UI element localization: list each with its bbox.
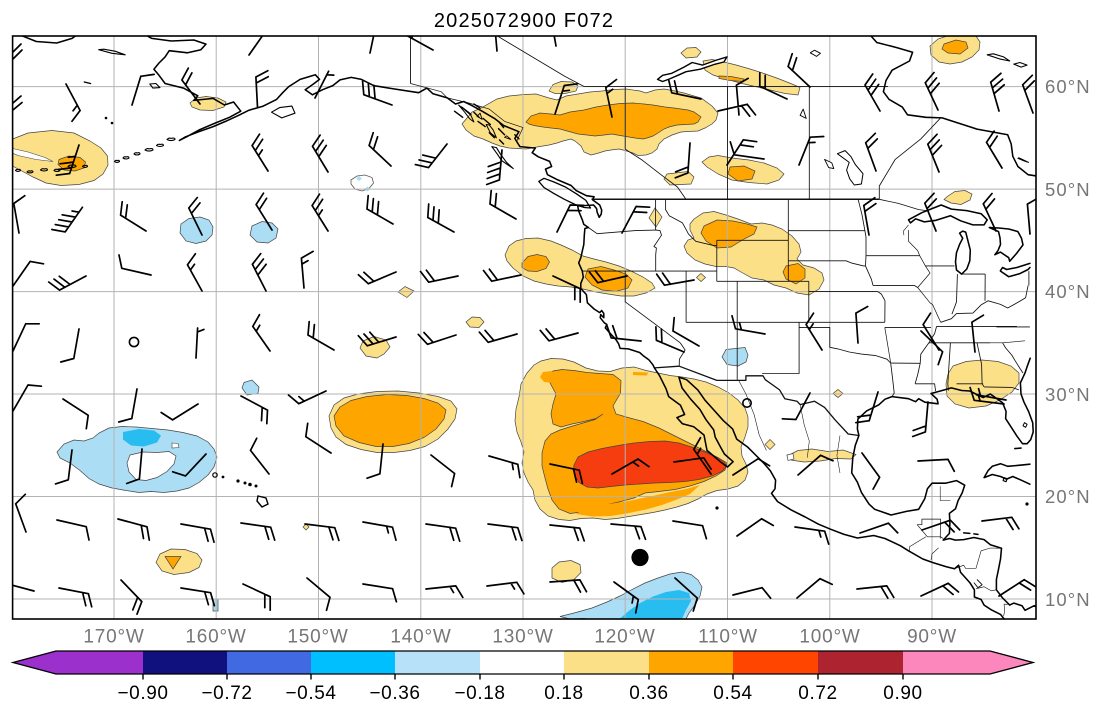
svg-text:0.72: 0.72	[798, 683, 837, 704]
svg-text:0.90: 0.90	[883, 683, 922, 704]
svg-text:140°W: 140°W	[390, 627, 451, 648]
svg-text:110°W: 110°W	[698, 627, 758, 648]
svg-text:0.54: 0.54	[713, 683, 752, 704]
svg-text:−0.72: −0.72	[201, 683, 252, 704]
svg-text:120°W: 120°W	[594, 627, 655, 648]
svg-text:170°W: 170°W	[83, 627, 144, 648]
svg-text:2025072900 F072: 2025072900 F072	[434, 10, 614, 32]
svg-text:−0.36: −0.36	[369, 683, 420, 704]
svg-text:150°W: 150°W	[287, 627, 348, 648]
svg-text:100°W: 100°W	[799, 627, 860, 648]
svg-text:−0.54: −0.54	[285, 683, 336, 704]
svg-text:0.18: 0.18	[544, 683, 583, 704]
svg-text:40°N: 40°N	[1045, 281, 1091, 302]
svg-text:0.36: 0.36	[629, 683, 668, 704]
svg-text:30°N: 30°N	[1045, 384, 1091, 405]
svg-text:130°W: 130°W	[492, 627, 553, 648]
svg-text:20°N: 20°N	[1045, 486, 1091, 507]
svg-text:60°N: 60°N	[1045, 76, 1091, 97]
svg-text:−0.90: −0.90	[117, 683, 168, 704]
svg-text:90°W: 90°W	[907, 627, 957, 648]
svg-text:−0.18: −0.18	[454, 683, 505, 704]
svg-text:10°N: 10°N	[1045, 589, 1091, 610]
svg-text:160°W: 160°W	[185, 627, 246, 648]
svg-text:50°N: 50°N	[1045, 179, 1091, 200]
